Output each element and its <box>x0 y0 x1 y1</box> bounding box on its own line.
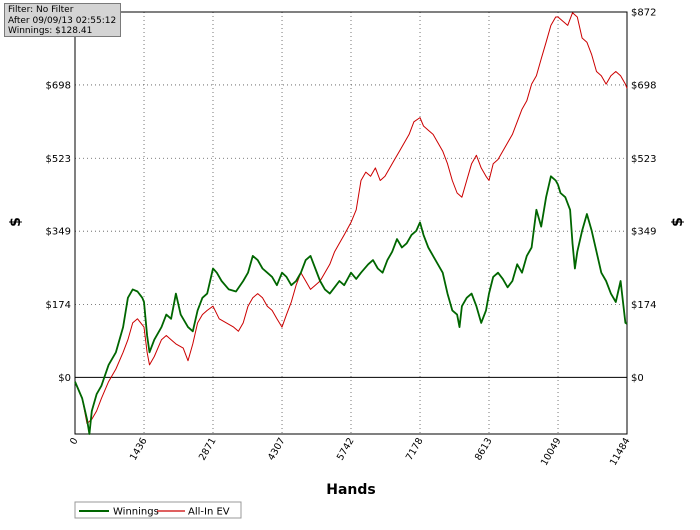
legend-label-winnings: Winnings <box>113 507 159 518</box>
legend-label-all-in-ev: All-In EV <box>188 507 230 518</box>
y-tick-label-right: $349 <box>631 227 656 238</box>
y-axis-title-right: $ <box>670 217 686 227</box>
filter-info-box: Filter: No Filter After 09/09/13 02:55:1… <box>4 3 121 37</box>
y-axis-title-left: $ <box>8 217 24 227</box>
x-tick-label: 0 <box>68 436 81 447</box>
series-line-all-in-ev <box>74 12 628 424</box>
y-tick-label-right: $0 <box>631 373 644 384</box>
filter-label: Filter: No Filter <box>8 5 74 15</box>
x-axis-title: Hands <box>326 482 376 498</box>
legend-box <box>74 501 242 519</box>
x-tick-label: 1436 <box>128 436 150 462</box>
y-tick-label-right: $174 <box>631 300 656 311</box>
y-tick-label-left: $0 <box>58 373 71 384</box>
y-tick-label-left: $698 <box>46 80 71 91</box>
series-layer <box>74 12 628 435</box>
x-tick-label: 4307 <box>266 436 288 462</box>
series-line-winnings <box>74 175 628 435</box>
y-tick-label-right: $523 <box>631 154 656 165</box>
x-tick-label: 11484 <box>608 436 633 468</box>
x-tick-label: 7178 <box>404 436 426 462</box>
y-tick-label-left: $174 <box>46 300 71 311</box>
x-tick-label: 5742 <box>335 436 357 462</box>
y-tick-label-right: $872 <box>631 8 656 19</box>
after-date-label: After 09/09/13 02:55:12 <box>8 15 117 26</box>
x-tick-label: 10049 <box>539 436 564 468</box>
y-tick-label-left: $349 <box>46 227 71 238</box>
y-tick-label-right: $698 <box>631 80 656 91</box>
x-tick-label: 8613 <box>473 436 495 462</box>
x-tick-label: 2871 <box>197 436 219 462</box>
legend: Winnings All-In EV <box>74 501 242 519</box>
winnings-summary-label: Winnings: $128.41 <box>8 26 93 36</box>
plot-area <box>74 11 628 435</box>
y-tick-label-left: $523 <box>46 154 71 165</box>
